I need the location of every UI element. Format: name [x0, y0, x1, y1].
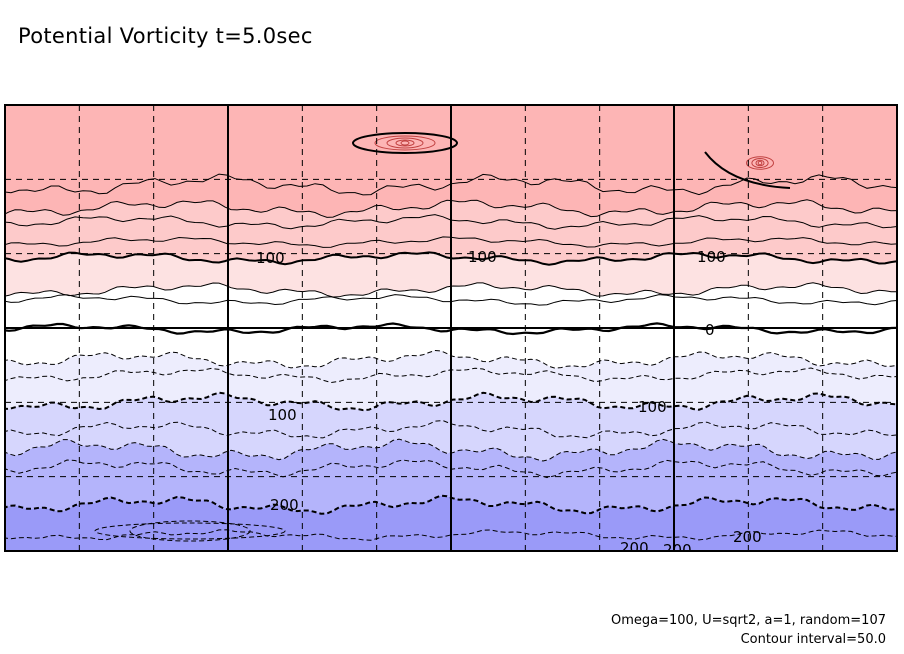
params-note: Omega=100, U=sqrt2, a=1, random=107 — [610, 613, 886, 628]
vortex-1-ring-1 — [746, 156, 774, 170]
vortex-0-ring-1 — [374, 135, 436, 151]
pv-contour-labels: 100 100 100 0 100 100 200 200 200 200 — [256, 248, 762, 559]
pv-major-grid — [5, 105, 897, 551]
interval-note: Contour interval=50.0 — [740, 632, 886, 647]
vortex-1-ring-2 — [751, 158, 769, 168]
contour-label-8: 200 — [663, 541, 692, 559]
vortex-1-ring-4 — [757, 160, 763, 166]
plot-frame — [4, 104, 898, 552]
south-vortex-0 — [129, 520, 251, 542]
vortex-0-ring-2 — [386, 137, 424, 149]
chart-title: Potential Vorticity t=5.0sec — [18, 24, 313, 48]
contour-label-6: 200 — [270, 496, 299, 514]
contour-label-2: 100 — [697, 248, 726, 266]
neg-filament-3 — [5, 529, 897, 541]
pv-vortices — [94, 132, 791, 542]
vortex-tail — [704, 151, 791, 189]
contour-label-3: 0 — [705, 321, 715, 339]
south-vortex-1 — [94, 522, 286, 540]
contour-label-5: 100 — [638, 398, 667, 416]
vortex-0-ring-4 — [400, 140, 410, 146]
contour-label-9: 200 — [733, 528, 762, 546]
vortex-0-ring-3 — [395, 139, 415, 147]
contour-label-1: 100 — [468, 248, 497, 266]
contour-label-0: 100 — [256, 249, 285, 267]
vortex-1-ring-3 — [755, 159, 765, 167]
vortex-0-ring-0 — [352, 132, 458, 154]
contour-label-4: 100 — [268, 406, 297, 424]
contour-label-7: 200 — [620, 539, 649, 557]
